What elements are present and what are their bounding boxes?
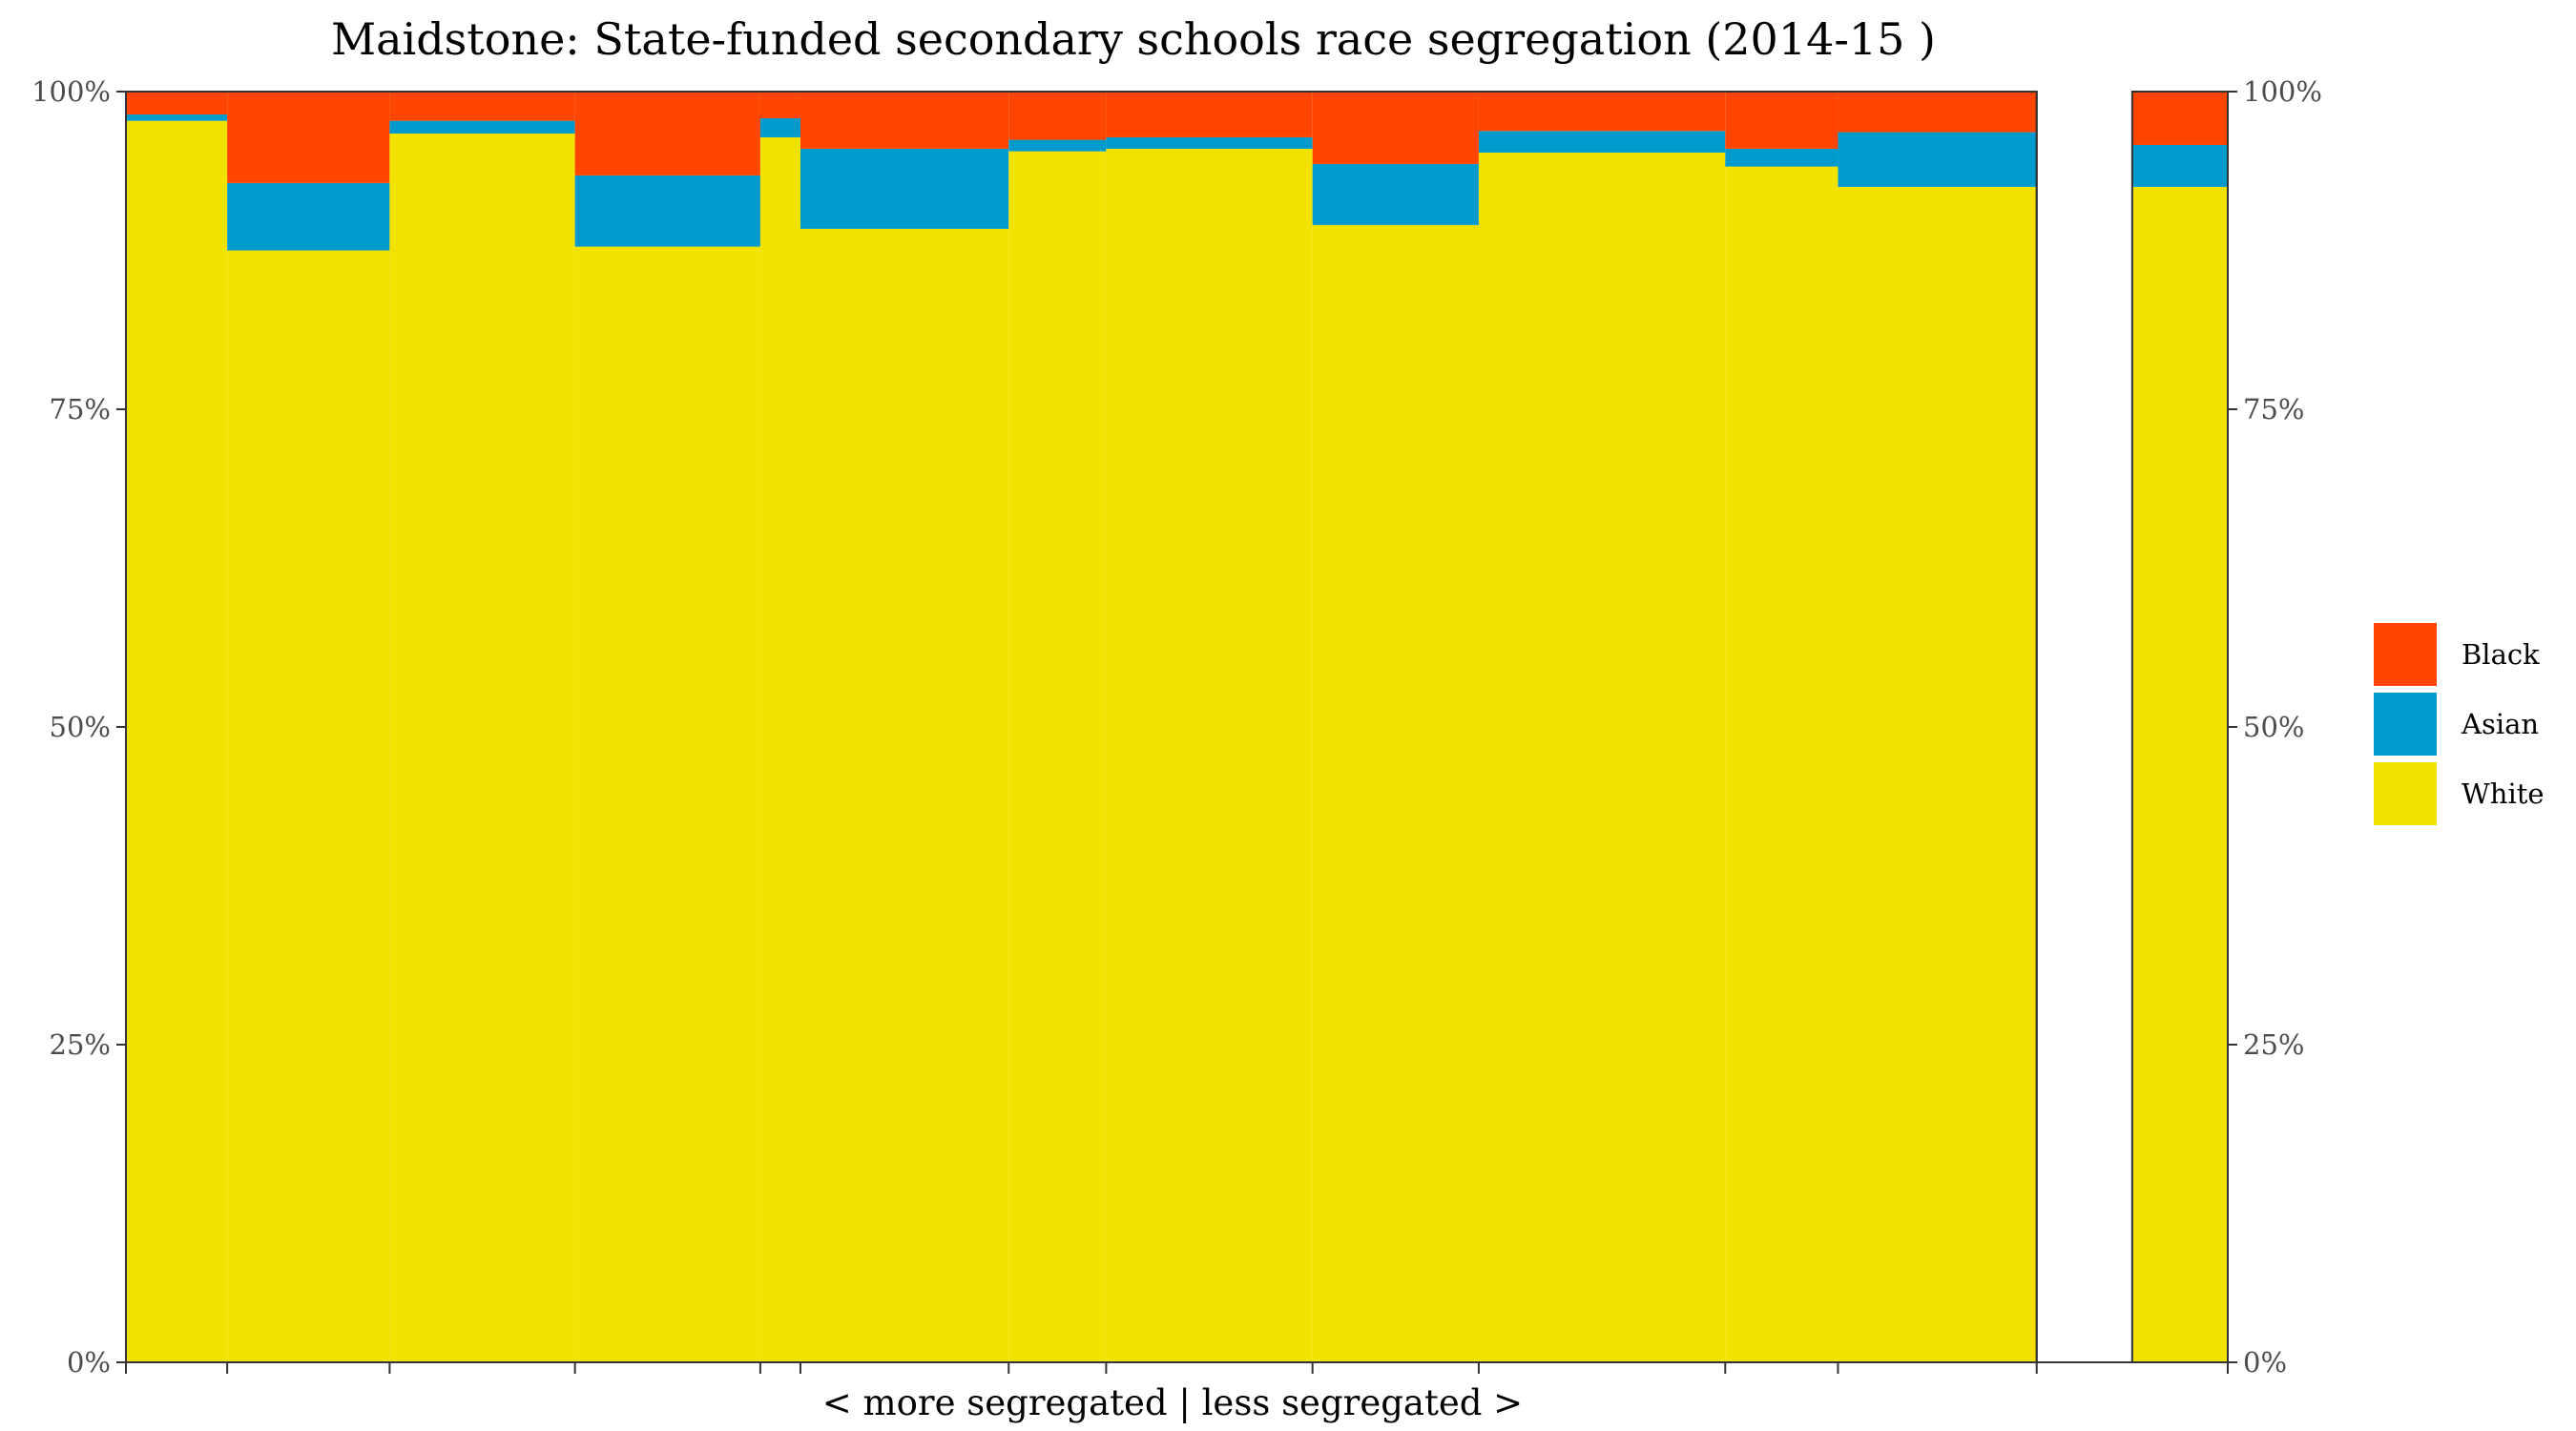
- x-axis: [125, 1362, 2229, 1374]
- y-axis-left: 0% 25% 50% 75% 100%: [31, 75, 126, 1379]
- school-bar-4: [574, 92, 760, 1362]
- school-bar-1-white-segment: [126, 120, 228, 1363]
- chart-title: Maidstone: State-funded secondary school…: [331, 13, 1936, 65]
- y-tick-label-right: 100%: [2243, 75, 2322, 108]
- school-bar-6-black-segment: [800, 92, 1009, 149]
- school-bar-5: [759, 92, 800, 1362]
- school-bar-8: [1106, 92, 1313, 1363]
- y-tick-label-left: 50%: [50, 711, 111, 743]
- school-bar-5-white-segment: [759, 136, 800, 1362]
- school-bar-8-black-segment: [1106, 92, 1313, 137]
- legend-label-asian: Asian: [2461, 708, 2539, 740]
- school-bar-12-asian-segment: [1838, 132, 2037, 187]
- school-bar-2: [227, 92, 390, 1362]
- school-bar-7: [1008, 92, 1107, 1362]
- y-tick-label-left: 75%: [50, 393, 111, 425]
- school-bar-6-asian-segment: [800, 148, 1009, 229]
- school-bar-4-black-segment: [574, 92, 760, 176]
- summary-bar-black-segment: [2131, 92, 2228, 145]
- school-bar-2-white-segment: [227, 250, 390, 1362]
- summary-bar-asian-segment: [2131, 144, 2228, 187]
- y-tick-label-right: 75%: [2243, 393, 2304, 425]
- school-bar-11-asian-segment: [1725, 148, 1839, 167]
- school-bar-7-black-segment: [1008, 92, 1107, 140]
- legend-label-black: Black: [2462, 638, 2540, 671]
- school-bar-11-white-segment: [1725, 166, 1839, 1362]
- school-bar-8-asian-segment: [1106, 136, 1313, 149]
- school-bar-1: [126, 92, 228, 1363]
- y-tick-label-right: 25%: [2243, 1028, 2304, 1061]
- school-bar-6: [800, 92, 1009, 1363]
- school-bar-3: [389, 92, 575, 1362]
- legend-key-asian: [2374, 693, 2437, 756]
- school-bar-3-white-segment: [389, 133, 575, 1362]
- school-bar-11-black-segment: [1725, 92, 1839, 149]
- legend-key-white: [2374, 762, 2437, 825]
- school-bar-10: [1478, 92, 1726, 1362]
- y-axis-right: 0% 25% 50% 75% 100%: [2228, 75, 2322, 1379]
- school-bar-3-asian-segment: [389, 120, 575, 134]
- school-bar-8-white-segment: [1106, 148, 1313, 1363]
- school-bar-5-black-segment: [759, 92, 800, 118]
- school-bar-10-white-segment: [1478, 152, 1726, 1362]
- school-bar-12: [1838, 92, 2037, 1362]
- school-bar-9: [1312, 92, 1479, 1363]
- x-axis-label: < more segregated | less segregated >: [822, 1382, 1523, 1423]
- school-bar-7-asian-segment: [1008, 139, 1107, 152]
- y-tick-label-left: 0%: [67, 1346, 111, 1379]
- school-bar-5-asian-segment: [759, 117, 800, 137]
- school-bar-9-asian-segment: [1312, 163, 1479, 225]
- school-bar-10-asian-segment: [1478, 131, 1726, 153]
- legend: Black Asian White: [2374, 623, 2545, 825]
- y-tick-label-right: 0%: [2243, 1346, 2287, 1379]
- school-bar-1-asian-segment: [126, 114, 228, 121]
- school-bar-9-white-segment: [1312, 224, 1479, 1363]
- plot-area: [125, 91, 2229, 1363]
- school-bar-2-black-segment: [227, 92, 390, 183]
- school-bar-10-black-segment: [1478, 92, 1726, 132]
- school-bar-2-asian-segment: [227, 182, 390, 251]
- school-bar-12-white-segment: [1838, 186, 2037, 1362]
- school-bar-4-white-segment: [574, 246, 760, 1362]
- school-bar-6-white-segment: [800, 228, 1009, 1363]
- y-tick-label-left: 25%: [50, 1028, 111, 1061]
- legend-label-white: White: [2462, 778, 2545, 810]
- school-bar-3-black-segment: [389, 92, 575, 121]
- y-tick-label-right: 50%: [2243, 711, 2304, 743]
- school-bar-11: [1725, 92, 1839, 1362]
- school-bar-1-black-segment: [126, 92, 228, 114]
- school-bar-7-white-segment: [1008, 151, 1107, 1362]
- school-bar-9-black-segment: [1312, 92, 1479, 164]
- school-bar-4-asian-segment: [574, 175, 760, 247]
- legend-key-black: [2374, 623, 2437, 686]
- y-tick-label-left: 100%: [31, 75, 111, 108]
- summary-bar: [2131, 92, 2228, 1362]
- school-bar-12-black-segment: [1838, 92, 2037, 133]
- summary-bar-white-segment: [2131, 186, 2228, 1362]
